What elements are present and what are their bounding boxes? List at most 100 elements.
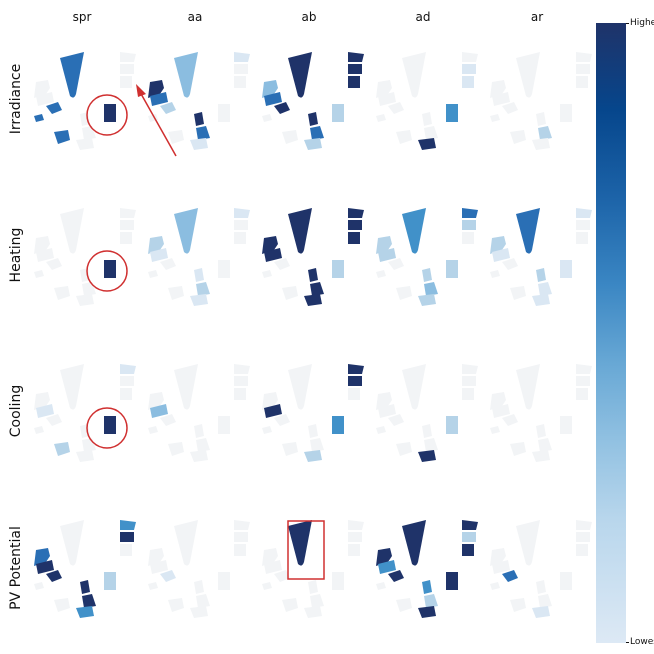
column-label-spr: spr <box>72 10 92 24</box>
building-sTR3 <box>120 388 132 400</box>
building-sTR1 <box>234 520 250 530</box>
building-sTR3 <box>576 544 588 556</box>
building-sTR1 <box>348 520 364 530</box>
building-sLow1 <box>536 580 546 594</box>
building-bl1 <box>36 560 54 574</box>
building-leftTiny <box>34 114 44 122</box>
building-sLow1 <box>536 112 546 126</box>
building-sLow3 <box>190 294 208 306</box>
building-bl1 <box>264 92 282 106</box>
building-sTR1 <box>576 520 592 530</box>
building-bl1 <box>36 248 54 262</box>
building-sTR3 <box>234 76 246 88</box>
building-sTR3 <box>462 388 474 400</box>
building-sLow3 <box>76 138 94 150</box>
building-sTR2 <box>462 376 476 386</box>
building-sLow3 <box>76 450 94 462</box>
building-sLow3 <box>190 606 208 618</box>
building-bl1 <box>378 404 396 418</box>
building-ctrR <box>560 416 572 434</box>
building-tri <box>60 364 84 410</box>
building-bl2 <box>46 102 62 114</box>
building-sLow1 <box>308 580 318 594</box>
building-sTR1 <box>462 364 478 374</box>
building-sTR1 <box>234 208 250 218</box>
building-tri <box>60 520 84 566</box>
building-sTR3 <box>234 232 246 244</box>
building-sTR1 <box>120 52 136 62</box>
building-sLow2 <box>310 438 324 452</box>
building-tri <box>516 208 540 254</box>
building-bl2 <box>502 570 518 582</box>
building-tri <box>174 208 198 254</box>
building-sTR3 <box>120 232 132 244</box>
building-sLow3 <box>532 450 550 462</box>
map-pv-potential-aa <box>148 520 250 618</box>
building-sLow3 <box>304 606 322 618</box>
building-sTR1 <box>120 520 136 530</box>
map-pv-potential-ar <box>490 520 592 618</box>
map-heating-ab <box>262 208 364 306</box>
building-tri <box>402 52 426 98</box>
building-bl1 <box>492 560 510 574</box>
building-sTR3 <box>576 232 588 244</box>
building-sTR3 <box>120 544 132 556</box>
building-sLow1 <box>80 580 90 594</box>
map-heating-ar <box>490 208 592 306</box>
building-ctrR <box>332 572 344 590</box>
building-sLL <box>510 130 526 144</box>
map-cooling-ad <box>376 364 478 462</box>
building-sLow2 <box>196 594 210 608</box>
map-heating-aa <box>148 208 250 306</box>
building-sTR1 <box>462 52 478 62</box>
building-sLow3 <box>418 450 436 462</box>
map-pv-potential-ab <box>262 520 364 618</box>
building-leftTiny <box>490 114 500 122</box>
building-tri <box>288 520 312 566</box>
highlight-circle-cooling <box>86 407 128 449</box>
building-sLow1 <box>194 268 204 282</box>
building-bl1 <box>36 404 54 418</box>
column-label-ar: ar <box>530 10 544 24</box>
building-sTR1 <box>348 364 364 374</box>
colorbar-low-label: Lowest <box>630 637 654 647</box>
building-bl1 <box>264 560 282 574</box>
building-sTR2 <box>234 532 248 542</box>
building-sTR2 <box>348 376 362 386</box>
building-leftTiny <box>376 582 386 590</box>
building-sTR3 <box>462 544 474 556</box>
building-leftTiny <box>34 426 44 434</box>
building-bl1 <box>492 404 510 418</box>
building-tri <box>174 52 198 98</box>
building-sTR1 <box>576 208 592 218</box>
building-bl2 <box>274 414 290 426</box>
building-sTR3 <box>576 76 588 88</box>
building-bl2 <box>160 570 176 582</box>
building-sLL <box>396 286 412 300</box>
building-sLow2 <box>82 126 96 140</box>
building-bl2 <box>274 570 290 582</box>
building-sLow2 <box>538 126 552 140</box>
building-sTR2 <box>462 64 476 74</box>
building-sTR1 <box>234 52 250 62</box>
building-tri <box>402 364 426 410</box>
building-sLow1 <box>308 112 318 126</box>
building-ctrR <box>104 104 116 122</box>
building-sLL <box>54 286 70 300</box>
building-leftTiny <box>262 114 272 122</box>
building-sLow3 <box>76 606 94 618</box>
building-sLL <box>396 130 412 144</box>
building-sTR1 <box>120 208 136 218</box>
building-ctrR <box>446 572 458 590</box>
building-sLL <box>282 130 298 144</box>
building-sLow1 <box>194 112 204 126</box>
building-sTR3 <box>348 388 360 400</box>
building-sTR2 <box>234 376 248 386</box>
column-label-ab: ab <box>301 10 317 24</box>
building-sLow1 <box>308 424 318 438</box>
highlight-circle-heating <box>86 250 128 292</box>
building-sTR2 <box>348 64 362 74</box>
building-sLow1 <box>194 424 204 438</box>
building-sLow3 <box>304 138 322 150</box>
map-irradiance-spr <box>34 52 136 150</box>
